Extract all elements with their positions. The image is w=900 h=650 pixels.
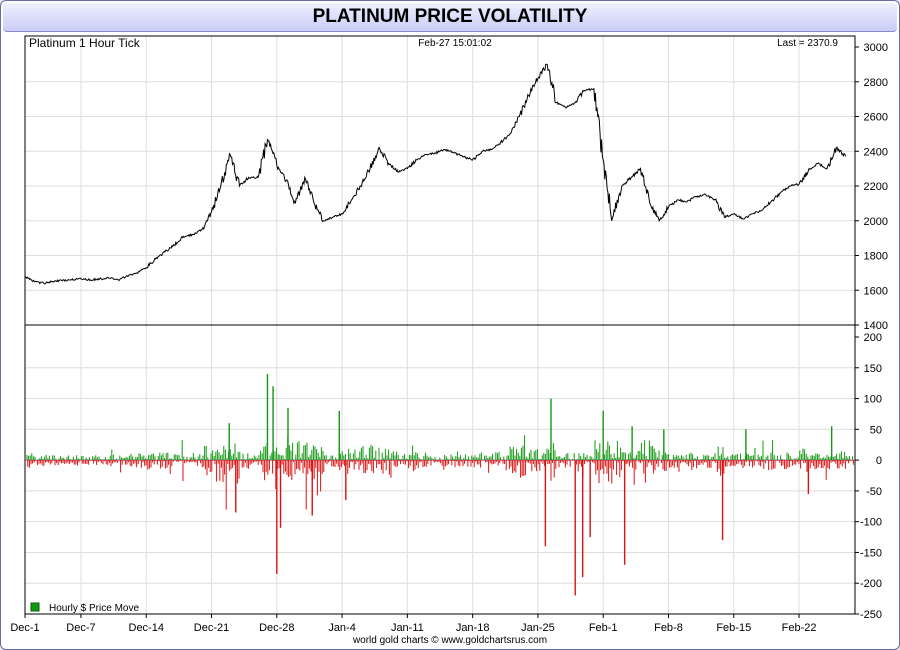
date-tick-label: Feb-8 bbox=[654, 622, 683, 634]
volatility-panel-gridlines bbox=[25, 367, 855, 584]
date-tick-label: Jan-11 bbox=[391, 622, 424, 634]
date-tick-label: Dec-1 bbox=[10, 622, 39, 634]
volatility-tick-label: 200 bbox=[864, 332, 882, 344]
volatility-tick-label: -100 bbox=[860, 517, 882, 529]
date-tick-label: Jan-25 bbox=[521, 622, 555, 634]
date-tick-label: Jan-18 bbox=[456, 622, 490, 634]
price-tick-label: 2800 bbox=[864, 77, 888, 89]
footer-credit: world gold charts © www.goldchartsrus.co… bbox=[352, 635, 547, 646]
price-y-axis: 1400 1600 1800 2000 2200 2400 2600 2800 3000 bbox=[855, 42, 888, 332]
volatility-tick-label: 0 bbox=[876, 455, 882, 467]
price-tick-label: 2600 bbox=[864, 112, 888, 124]
date-tick-label: Feb-1 bbox=[589, 622, 618, 634]
last-price: Last = 2370.9 bbox=[777, 38, 838, 49]
volatility-y-axis: -250 -200 -150 -100 -50 0 50 100 150 200 bbox=[855, 332, 882, 621]
date-tick-label: Feb-22 bbox=[782, 622, 817, 634]
volatility-tick-label: -50 bbox=[866, 486, 882, 498]
volatility-tick-label: 150 bbox=[864, 363, 882, 375]
date-tick-label: Dec-14 bbox=[129, 622, 164, 634]
price-tick-label: 2200 bbox=[864, 181, 888, 193]
price-tick-label: 2400 bbox=[864, 146, 888, 158]
legend-label: Hourly $ Price Move bbox=[49, 603, 139, 614]
date-tick-label: Jan-4 bbox=[328, 622, 356, 634]
legend-swatch bbox=[30, 602, 40, 612]
volatility-tick-label: -200 bbox=[860, 578, 882, 590]
price-tick-label: 1600 bbox=[864, 285, 888, 297]
price-tick-label: 3000 bbox=[864, 42, 888, 54]
price-line bbox=[24, 63, 847, 285]
price-tick-label: 1800 bbox=[864, 251, 888, 263]
volatility-bars bbox=[26, 373, 854, 596]
series-label: Platinum 1 Hour Tick bbox=[29, 36, 141, 50]
volatility-tick-label: 50 bbox=[870, 424, 882, 436]
date-tick-label: Dec-28 bbox=[259, 622, 294, 634]
price-tick-label: 1400 bbox=[864, 320, 888, 332]
page-title: PLATINUM PRICE VOLATILITY bbox=[3, 3, 897, 32]
timestamp: Feb-27 15:01:02 bbox=[418, 38, 492, 49]
volatility-tick-label: 100 bbox=[864, 394, 882, 406]
date-x-axis: Dec-1 Dec-7 Dec-14 Dec-21 Dec-28 Jan-4 Jan-11 J… bbox=[10, 614, 816, 634]
date-tick-label: Feb-15 bbox=[716, 622, 751, 634]
volatility-tick-label: -250 bbox=[860, 609, 882, 621]
volatility-tick-label: -150 bbox=[860, 547, 882, 559]
date-tick-label: Dec-21 bbox=[194, 622, 229, 634]
price-tick-label: 2000 bbox=[864, 216, 888, 228]
date-tick-label: Dec-7 bbox=[66, 622, 95, 634]
